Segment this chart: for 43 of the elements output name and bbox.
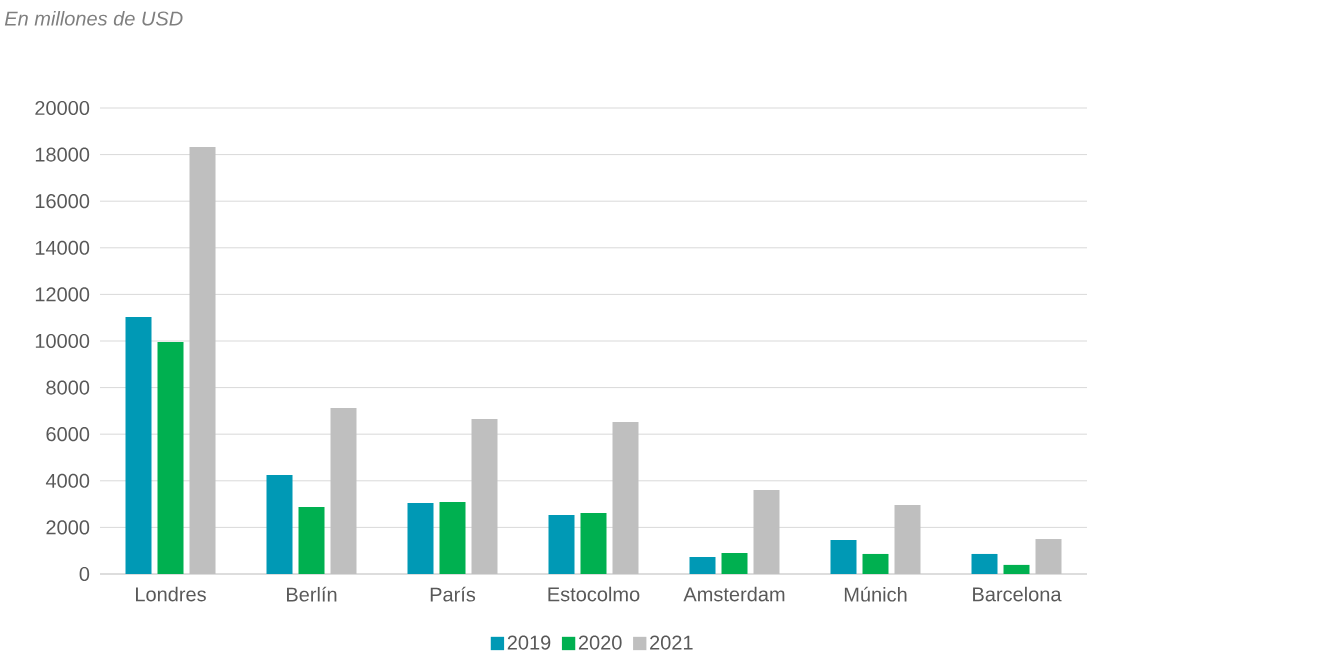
x-tick-label: Múnich	[844, 586, 907, 602]
bar	[580, 512, 607, 574]
legend-label: 2020	[578, 635, 622, 650]
y-tick-label: 2000	[46, 520, 90, 535]
bar	[439, 501, 466, 574]
bar	[157, 341, 184, 574]
bar	[753, 490, 780, 574]
bar	[330, 408, 357, 574]
y-tick-label: 4000	[45, 473, 90, 488]
y-tick-label: 16000	[35, 194, 90, 209]
bar	[862, 553, 889, 574]
bar	[125, 316, 152, 574]
bar	[689, 556, 716, 574]
bar	[471, 419, 498, 574]
bar	[266, 474, 293, 574]
x-tick-label: Estocolmo	[548, 586, 640, 602]
bar	[894, 505, 921, 574]
y-tick-label: 0	[79, 566, 90, 582]
x-tick-label: París	[430, 586, 476, 602]
bar	[1003, 564, 1030, 574]
y-tick-label: 12000	[35, 287, 90, 302]
bar	[830, 539, 857, 574]
y-tick-label: 8000	[46, 380, 90, 395]
bar	[612, 422, 639, 574]
legend-label: 2021	[650, 635, 693, 650]
y-tick-label: 10000	[35, 333, 90, 349]
bar	[721, 553, 748, 574]
bar	[1035, 539, 1062, 574]
y-tick-label: 18000	[35, 147, 90, 162]
bar	[189, 146, 216, 574]
bar	[298, 506, 325, 574]
y-tick-label: 14000	[35, 240, 90, 255]
bar	[407, 502, 434, 574]
bar	[548, 515, 575, 574]
legend-label: 2019	[507, 635, 551, 650]
x-tick-label: Berlín	[287, 586, 337, 602]
y-tick-label: 20000	[35, 100, 90, 116]
y-tick-label: 6000	[46, 427, 90, 442]
bar	[971, 553, 998, 574]
x-tick-label: Barcelona	[973, 586, 1062, 602]
x-tick-label: Amsterdam	[683, 586, 785, 602]
chart-subtitle: En millones de USD	[4, 10, 183, 26]
x-tick-label: Londres	[136, 586, 206, 602]
